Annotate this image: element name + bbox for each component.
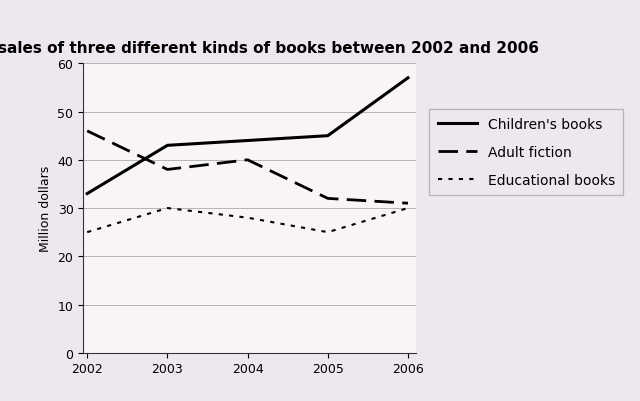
- Title: The sales of three different kinds of books between 2002 and 2006: The sales of three different kinds of bo…: [0, 41, 539, 56]
- Y-axis label: Million dollars: Million dollars: [39, 166, 52, 251]
- Legend: Children's books, Adult fiction, Educational books: Children's books, Adult fiction, Educati…: [429, 109, 623, 196]
